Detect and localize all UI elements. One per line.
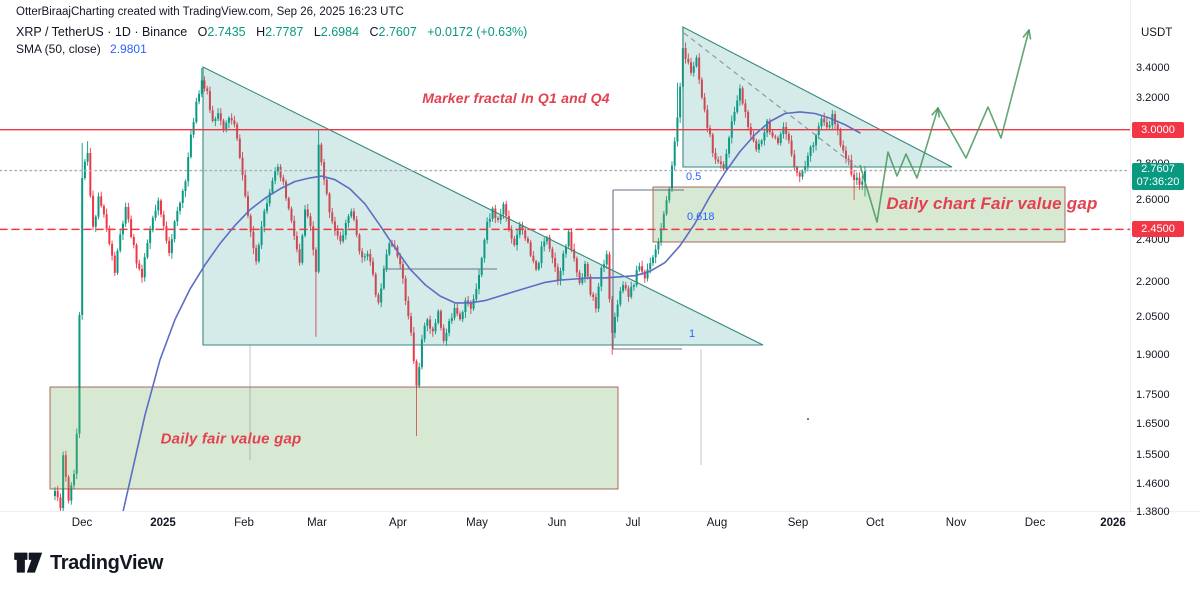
- price-axis-separator: [1130, 0, 1131, 511]
- symbol-legend-row[interactable]: XRP / TetherUS · 1D · Binance O2.7435 H2…: [16, 25, 527, 39]
- tradingview-wordmark: TradingView: [50, 551, 164, 574]
- bar-countdown: 07:36:20: [1136, 176, 1180, 189]
- indicator-label: SMA (50, close): [16, 42, 101, 56]
- price-tick: 2.0500: [1136, 311, 1170, 324]
- indicator-legend-row[interactable]: SMA (50, close) 2.9801: [16, 42, 527, 56]
- last-price-badge: 2.7607 07:36:20: [1132, 162, 1184, 190]
- price-tick: 2.6000: [1136, 194, 1170, 207]
- time-tick[interactable]: Sep: [787, 517, 809, 529]
- chart-area[interactable]: [0, 0, 1200, 540]
- symbol-title[interactable]: XRP / TetherUS · 1D · Binance: [16, 25, 188, 39]
- time-tick[interactable]: Nov: [945, 517, 967, 529]
- chart-legend: OtterBiraajCharting created with Trading…: [16, 6, 527, 56]
- time-tick[interactable]: Jun: [547, 517, 567, 529]
- time-tick[interactable]: Jul: [625, 517, 641, 529]
- annotation-daily-chart-fvg[interactable]: Daily chart Fair value gap: [886, 194, 1098, 213]
- close-value: 2.7607: [378, 25, 417, 39]
- price-tick: 3.4000: [1136, 62, 1170, 74]
- price-tick: 1.9000: [1136, 348, 1170, 361]
- change-value: +0.0172 (+0.63%): [427, 25, 528, 39]
- time-tick[interactable]: Aug: [706, 517, 728, 529]
- time-tick[interactable]: Dec: [1024, 517, 1046, 529]
- last-price-value: 2.7607: [1141, 162, 1175, 175]
- fib-level-1-label[interactable]: 1: [689, 328, 696, 340]
- indicator-value: 2.9801: [110, 42, 147, 56]
- price-tick: 3.2000: [1136, 91, 1170, 104]
- price-axis-unit: USDT: [1141, 27, 1173, 39]
- watermark-text: OtterBiraajCharting created with Trading…: [16, 6, 404, 18]
- time-tick[interactable]: May: [466, 517, 488, 529]
- time-tick[interactable]: Mar: [307, 517, 327, 529]
- time-tick[interactable]: Oct: [866, 517, 884, 529]
- high-value: 2.7787: [265, 25, 304, 39]
- price-tick: 1.5500: [1136, 448, 1170, 461]
- price-level-badge: 2.4500: [1132, 221, 1184, 238]
- price-tick: 1.3800: [1136, 506, 1170, 518]
- fib-level-0-618-label[interactable]: 0.618: [687, 211, 715, 223]
- price-level-badge: 3.0000: [1132, 121, 1184, 138]
- price-tick: 1.4600: [1136, 478, 1170, 491]
- price-tick: 1.6500: [1136, 418, 1170, 431]
- tradingview-logo[interactable]: TradingView: [14, 548, 163, 578]
- time-axis-separator: [0, 511, 1200, 512]
- time-tick[interactable]: 2025: [150, 517, 176, 529]
- price-tick: 1.7500: [1136, 389, 1170, 402]
- price-tick: 2.2000: [1136, 276, 1170, 289]
- tradingview-logo-icon: [14, 552, 42, 573]
- low-value: 2.6984: [320, 25, 360, 39]
- annotation-daily-fvg[interactable]: Daily fair value gap: [160, 430, 302, 448]
- time-tick[interactable]: Apr: [389, 517, 407, 529]
- open-value: 2.7435: [207, 25, 246, 39]
- time-tick[interactable]: Dec: [71, 517, 93, 529]
- chart-dot-artifact: [807, 418, 809, 420]
- high-label: H: [256, 25, 266, 39]
- annotation-marker-fractal[interactable]: Marker fractal In Q1 and Q4: [422, 90, 610, 106]
- close-label: C: [369, 25, 379, 39]
- time-tick[interactable]: 2026: [1100, 517, 1126, 529]
- time-tick[interactable]: Feb: [234, 517, 254, 529]
- fib-level-0-5-label[interactable]: 0.5: [686, 171, 702, 183]
- open-label: O: [197, 25, 208, 39]
- low-label: L: [313, 25, 321, 39]
